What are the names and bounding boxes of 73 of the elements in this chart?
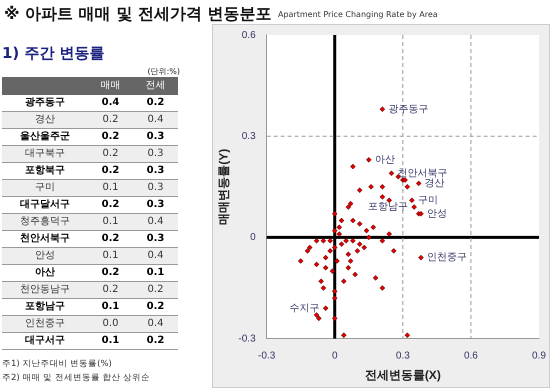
- text: 1) 주간 변동률: [2, 44, 106, 63]
- data-label: 0.2: [88, 163, 133, 180]
- text: 매매: [88, 77, 133, 95]
- data-label: 0.4: [133, 214, 178, 231]
- data-label: 0.2: [88, 282, 133, 299]
- annotation: 경산: [424, 178, 445, 190]
- data-label: 0.2: [88, 231, 133, 248]
- category-label: 인천중구: [2, 316, 88, 333]
- data-label: 0.4: [133, 316, 178, 333]
- category-label: 포항남구: [2, 299, 88, 316]
- category-label: 아산: [2, 265, 88, 282]
- data-label: 0.2: [133, 333, 178, 350]
- data-label: 0.3: [133, 146, 178, 163]
- category-label: 포항북구: [2, 163, 88, 180]
- data-label: 0.2: [88, 129, 133, 146]
- data-label: 0.2: [88, 112, 133, 129]
- y-tick-label: 0.6: [242, 30, 256, 41]
- annotation: 수지구: [290, 302, 320, 314]
- data-label: 0.4: [133, 248, 178, 265]
- text: 전세: [133, 77, 178, 95]
- data-label: 0.4: [88, 95, 133, 112]
- text: 주1) 지난주대비 변동률(%): [2, 358, 113, 371]
- annotation: 포항남구: [368, 202, 408, 213]
- x-tick-label: 0.6: [464, 350, 478, 362]
- category-label: 안성: [2, 248, 88, 265]
- category-label: 대구북구: [2, 146, 88, 163]
- data-label: 0.3: [133, 180, 178, 197]
- y-tick-label: 0.3: [242, 130, 256, 142]
- x-tick-label: 0.9: [532, 350, 546, 362]
- y-axis-title: 매매변동률(Y): [216, 148, 231, 225]
- data-label: 0.0: [88, 316, 133, 333]
- annotation: 아산: [374, 154, 395, 166]
- annotation: 천안서북구: [397, 168, 448, 179]
- data-label: 0.2: [133, 299, 178, 316]
- data-label: 0.3: [133, 163, 178, 180]
- category-label: 청주흥덕구: [2, 214, 88, 231]
- y-tick-label: -0.3: [238, 333, 256, 344]
- data-label: 0.3: [133, 231, 178, 248]
- category-label: 천안동남구: [2, 282, 88, 299]
- data-label: 0.2: [133, 95, 178, 112]
- category-label: 천안서북구: [2, 231, 88, 248]
- x-tick-label: 0: [332, 350, 338, 362]
- data-label: 0.1: [88, 214, 133, 231]
- category-label: 대구서구: [2, 333, 88, 350]
- data-label: 0.1: [88, 248, 133, 265]
- text: (단위:%): [146, 66, 180, 77]
- annotation: 광주동구: [388, 104, 428, 115]
- text: ※ 아파트 매매 및 전세가격 변동분포: [4, 4, 272, 23]
- annotation: 안성: [426, 208, 447, 220]
- data-label: 0.3: [133, 197, 178, 214]
- data-label: 0.3: [133, 129, 178, 146]
- category-label: 구미: [2, 180, 88, 197]
- x-tick-label: -0.3: [258, 350, 276, 362]
- category-label: 광주동구: [2, 95, 88, 112]
- text: 주2) 매매 및 전세변동률 합산 상위순: [2, 372, 152, 385]
- data-label: 0.2: [88, 146, 133, 163]
- annotation: 인천중구: [426, 252, 467, 264]
- data-label: 0.1: [88, 333, 133, 350]
- annotation: 구미: [418, 194, 438, 206]
- category-label: 경산: [2, 112, 88, 129]
- data-label: 0.4: [133, 112, 178, 129]
- data-label: 0.1: [88, 180, 133, 197]
- x-axis-title: 전세변동률(X): [364, 368, 441, 382]
- data-label: 0.2: [133, 282, 178, 299]
- data-label: 0.2: [88, 197, 133, 214]
- data-label: 0.2: [88, 265, 133, 282]
- chart-subtitle: Apartment Price Changing Rate by Area: [278, 10, 438, 19]
- y-tick-label: 0: [250, 232, 256, 244]
- data-label: 0.1: [88, 299, 133, 316]
- x-tick-label: 0.3: [396, 350, 410, 362]
- category-label: 울산울주군: [2, 129, 88, 146]
- category-label: 대구달서구: [2, 197, 88, 214]
- data-label: 0.1: [133, 265, 178, 282]
